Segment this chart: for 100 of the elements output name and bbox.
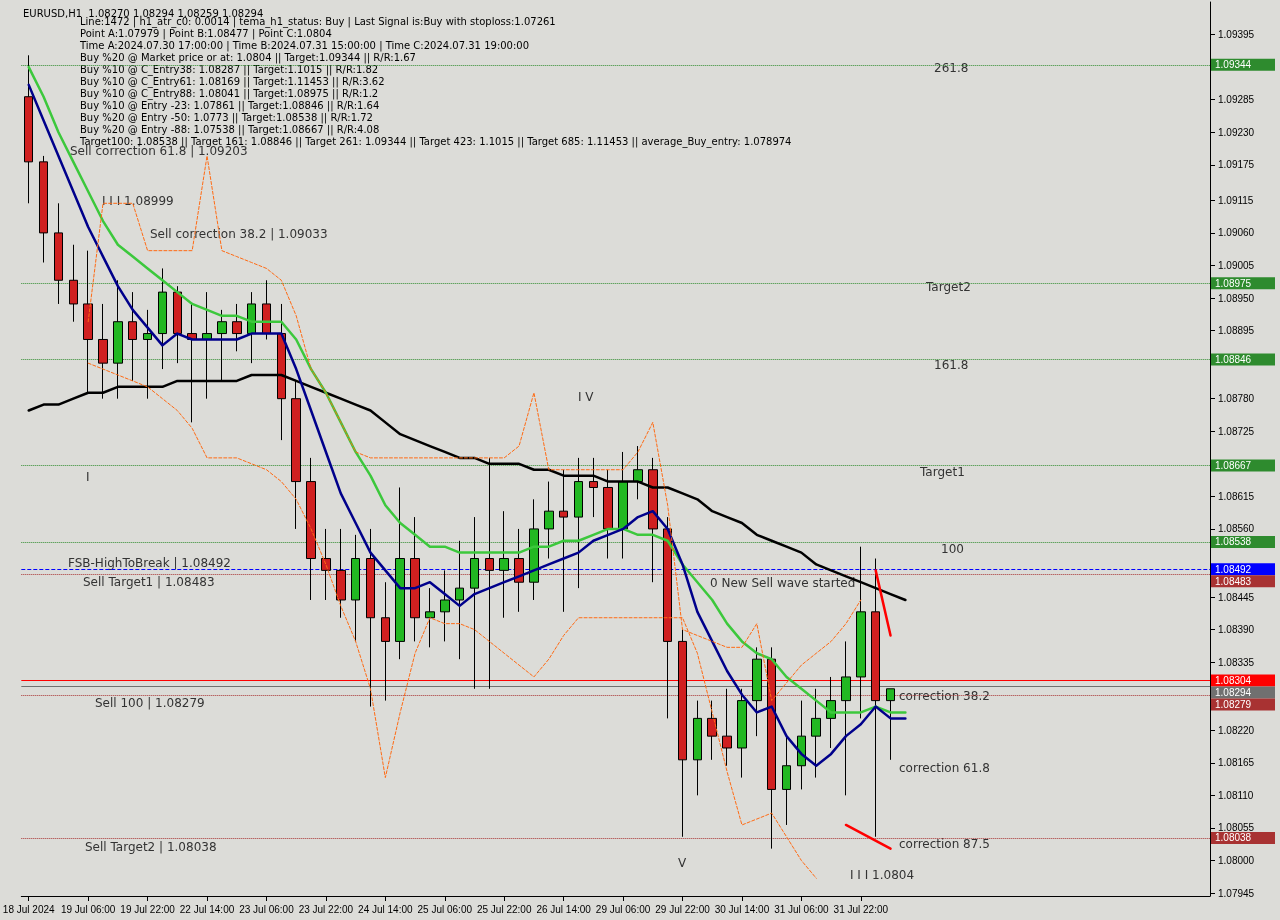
y-tick-label: 1.09005 <box>1218 259 1255 271</box>
x-tick-label: 22 Jul 14:00 <box>179 903 235 915</box>
annotation: Sell Target1 | 1.08483 <box>83 575 215 589</box>
candlestick <box>589 457 598 518</box>
candlestick <box>128 291 137 382</box>
candlestick <box>782 735 791 826</box>
annotation: Buy %10 @ C_Entry88: 1.08041 || Target:1.08975 || R/R:1.2 <box>80 87 379 100</box>
annotation: Buy %20 @ Market price or at: 1.0804 || Target:1.09344 || R/R:1.67 <box>80 51 416 64</box>
y-tick-label: 1.09395 <box>1218 29 1255 41</box>
x-tick-label: 25 Jul 22:00 <box>476 903 532 915</box>
candlestick <box>811 688 821 779</box>
y-tick-label: 1.09285 <box>1218 94 1255 106</box>
annotation: FSB-HighToBreak | 1.08492 <box>68 556 231 570</box>
candlestick <box>514 528 524 613</box>
ref-line-label: 1.08667 <box>1215 460 1252 472</box>
candlestick <box>797 700 806 790</box>
candlestick <box>841 640 851 796</box>
candlestick <box>69 244 78 323</box>
candlestick <box>737 688 747 779</box>
ref-line-label: 1.08538 <box>1215 536 1252 548</box>
y-tick-label: 1.09115 <box>1218 194 1254 206</box>
annotation: Buy %20 @ Entry -88: 1.07538 || Target:1.08667 || R/R:4.08 <box>80 123 380 136</box>
annotation: Target2 <box>925 280 971 294</box>
annotation: Point A:1.07979 | Point B:1.08477 | Point C:1.0804 <box>80 27 332 40</box>
candlestick <box>499 510 509 619</box>
candlestick <box>425 587 435 648</box>
candlestick <box>321 528 331 601</box>
x-tick-label: 29 Jul 22:00 <box>655 903 711 915</box>
candlestick <box>366 528 375 708</box>
candlestick <box>158 267 167 370</box>
annotation: Buy %20 @ Entry -50: 1.0773 || Target:1.08538 || R/R:1.72 <box>80 111 373 124</box>
candlestick <box>544 481 554 560</box>
annotation: V <box>678 856 687 870</box>
candlestick <box>395 486 405 660</box>
x-tick-label: 19 Jul 22:00 <box>120 903 176 915</box>
annotation: Time A:2024.07.30 17:00:00 | Time B:2024.07.31 15:00:00 | Time C:2024.07.31 19:00:00 <box>79 39 530 52</box>
annotation: Buy %10 @ Entry -23: 1.07861 || Target:1.08846 || R/R:1.64 <box>80 99 380 112</box>
y-tick-label: 1.08110 <box>1218 789 1254 801</box>
y-tick-label: 1.08220 <box>1218 724 1255 736</box>
annotation: Buy %10 @ C_Entry38: 1.08287 || Target:1.1015 || R/R:1.82 <box>80 63 379 76</box>
candlestick <box>633 445 643 500</box>
ref-line-label: 1.08846 <box>1215 354 1252 366</box>
candlestick <box>574 457 583 589</box>
candlestick <box>381 581 390 702</box>
y-tick-label: 1.08165 <box>1218 757 1255 769</box>
y-tick-label: 1.09230 <box>1218 126 1255 138</box>
annotation: correction 61.8 <box>899 761 990 775</box>
candlestick <box>529 498 539 601</box>
candlestick <box>470 516 479 690</box>
annotation: correction 38.2 <box>899 689 990 703</box>
ref-line-label: 1.08975 <box>1215 277 1252 289</box>
annotation: 261.8 <box>934 61 969 75</box>
candlestick <box>410 516 420 642</box>
x-tick-label: 29 Jul 06:00 <box>595 903 651 915</box>
x-tick-label: 23 Jul 06:00 <box>239 903 295 915</box>
candlestick <box>455 540 464 660</box>
ref-line-label: 1.08492 <box>1215 563 1252 575</box>
candlestick <box>752 646 762 737</box>
ref-line-label: 1.08483 <box>1215 575 1252 587</box>
candlestick <box>618 451 628 560</box>
annotation: Buy %10 @ C_Entry61: 1.08169 || Target:1.11453 || R/R:3.62 <box>80 75 385 88</box>
y-tick-label: 1.08390 <box>1218 624 1255 636</box>
candlestick <box>886 688 895 761</box>
y-tick-label: 1.08445 <box>1218 591 1255 603</box>
y-tick-label: 1.08000 <box>1218 854 1255 866</box>
candlestick <box>707 700 717 761</box>
candlestick <box>173 285 182 364</box>
annotation: Sell Target2 | 1.08038 <box>85 840 217 854</box>
annotation: I V <box>578 390 595 404</box>
y-tick-label: 1.09175 <box>1218 159 1255 171</box>
candlestick <box>603 469 613 560</box>
annotation: 100 <box>941 542 964 556</box>
annotation: I I I 1.0804 <box>850 868 915 882</box>
y-tick-label: 1.08560 <box>1218 523 1255 535</box>
x-tick-label: 24 Jul 14:00 <box>358 903 414 915</box>
ref-line-label: 1.08304 <box>1215 674 1252 686</box>
annotation: 0 New Sell wave started <box>710 576 856 590</box>
candlestick <box>678 629 687 838</box>
candlestick <box>336 528 346 619</box>
candlestick <box>306 457 316 601</box>
y-tick-label: 1.09060 <box>1218 227 1255 239</box>
y-tick-label: 1.08335 <box>1218 656 1255 668</box>
candlestick <box>663 516 672 719</box>
x-tick-label: 25 Jul 06:00 <box>417 903 473 915</box>
x-tick-label: 18 Jul 2024 <box>2 903 56 915</box>
x-tick-label: 26 Jul 14:00 <box>536 903 592 915</box>
candlestick <box>39 155 48 263</box>
candlestick <box>54 202 63 305</box>
y-tick-label: 1.08615 <box>1218 490 1255 502</box>
ref-line-label: 1.09344 <box>1215 59 1252 71</box>
candlestick <box>767 646 776 850</box>
candlestick <box>232 303 242 352</box>
annotation: Sell 100 | 1.08279 <box>95 696 205 710</box>
annotation: correction 87.5 <box>899 837 990 851</box>
x-tick-label: 30 Jul 14:00 <box>714 903 770 915</box>
annotation: I I I 1.08999 <box>102 194 174 208</box>
ref-line-label: 1.08279 <box>1215 698 1252 710</box>
y-tick-label: 1.08725 <box>1218 425 1255 437</box>
y-tick-label: 1.08950 <box>1218 292 1255 304</box>
x-tick-label: 23 Jul 22:00 <box>298 903 354 915</box>
